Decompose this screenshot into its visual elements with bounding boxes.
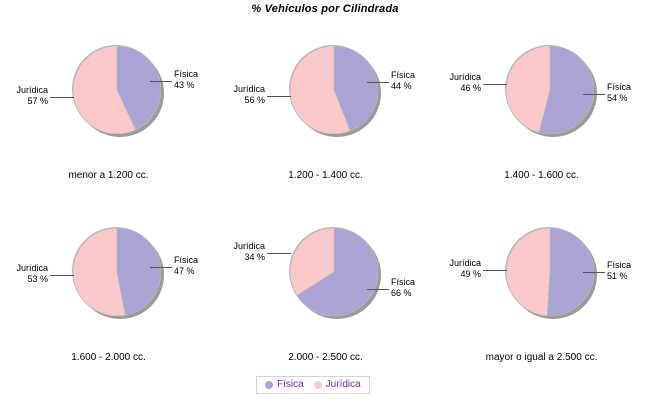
leader-line-fisica (583, 94, 605, 95)
pie-disc (72, 45, 161, 134)
pie-slice-fsica[interactable] (116, 228, 161, 316)
pie-panel: Física 54 % Jurídica 46 % 1.400 - 1.600 cc. (433, 40, 650, 215)
slice-label-fisica-name: Física (607, 260, 632, 270)
slice-label-juridica-value: 53 % (27, 274, 48, 284)
leader-line-fisica (367, 289, 389, 290)
slice-label-fisica-name: Física (391, 70, 416, 80)
pie-slice-jurdica[interactable] (506, 228, 551, 316)
pie-slice-fsica[interactable] (296, 228, 378, 316)
legend-item-jurdica[interactable]: Jurídica (313, 379, 361, 390)
pie-chart (289, 227, 381, 319)
pie-disc (72, 227, 161, 316)
pie-slices (506, 228, 594, 316)
pie-chart (505, 45, 597, 137)
slice-label-juridica: Jurídica 46 % (433, 72, 481, 94)
pie-disc (505, 45, 594, 134)
slice-label-fisica-value: 44 % (391, 81, 412, 91)
pie-chart (72, 45, 164, 137)
slice-label-juridica-value: 57 % (27, 96, 48, 106)
pie-disc (289, 227, 378, 316)
slice-label-juridica: Jurídica 57 % (0, 85, 48, 107)
slice-label-juridica: Jurídica 56 % (217, 84, 265, 106)
pie-panel: Física 51 % Jurídica 49 % mayor o igual a 2.… (433, 222, 650, 397)
pie-slice-jurdica[interactable] (290, 228, 335, 297)
legend-item-fsica[interactable]: Física (265, 379, 304, 390)
pie-disc (505, 227, 594, 316)
pie-panel: Física 47 % Jurídica 53 % 1.600 - 2.000 cc. (0, 222, 217, 397)
pie-panel: Física 66 % Jurídica 34 % 2.000 - 2.500 cc. (217, 222, 434, 397)
slice-label-fisica: Física 44 % (391, 70, 415, 92)
leader-line-fisica (367, 82, 389, 83)
slice-label-fisica-name: Física (391, 277, 416, 287)
pie-slice-fsica[interactable] (546, 228, 594, 316)
leader-line-juridica (50, 97, 74, 98)
slice-label-juridica-value: 34 % (244, 252, 265, 262)
slice-label-juridica-value: 46 % (460, 83, 481, 93)
pie-slice-jurdica[interactable] (290, 46, 351, 134)
leader-line-juridica (267, 96, 291, 97)
slice-label-juridica: Jurídica 53 % (0, 263, 48, 285)
legend-label: Física (277, 379, 304, 390)
slice-label-juridica-name: Jurídica (449, 72, 481, 82)
pie-slices (506, 46, 594, 134)
slice-label-fisica: Física 47 % (174, 255, 198, 277)
pie-caption: 1.400 - 1.600 cc. (504, 170, 579, 181)
slice-label-fisica: Física 54 % (607, 82, 631, 104)
slice-label-fisica-value: 51 % (607, 271, 628, 281)
slice-label-fisica-name: Física (174, 69, 199, 79)
pie-caption: menor a 1.200 cc. (68, 170, 149, 181)
slice-label-juridica-value: 56 % (244, 95, 265, 105)
leader-line-fisica (150, 81, 172, 82)
slice-label-fisica: Física 66 % (391, 277, 415, 299)
pie-slice-fsica[interactable] (333, 46, 378, 132)
pie-panel: Física 44 % Jurídica 56 % 1.200 - 1.400 cc. (217, 40, 434, 215)
legend-swatch-icon (313, 380, 322, 389)
pie-slice-fsica[interactable] (116, 46, 161, 131)
pie-caption: 1.600 - 2.000 cc. (71, 352, 146, 363)
pie-slice-jurdica[interactable] (73, 228, 126, 316)
slice-label-juridica-name: Jurídica (16, 263, 48, 273)
legend-label: Jurídica (325, 379, 361, 390)
pie-chart (289, 45, 381, 137)
slice-label-fisica-value: 54 % (607, 93, 628, 103)
pie-slices (290, 46, 378, 134)
slice-label-fisica-value: 47 % (174, 266, 195, 276)
pie-slices (290, 228, 378, 316)
slice-label-juridica-name: Jurídica (16, 85, 48, 95)
pie-caption: mayor o igual a 2.500 cc. (485, 352, 598, 363)
pie-slices (73, 228, 161, 316)
pie-chart (505, 227, 597, 319)
slice-label-juridica-name: Jurídica (449, 258, 481, 268)
slice-label-juridica-value: 49 % (460, 269, 481, 279)
pie-slices (73, 46, 161, 134)
slice-label-fisica-value: 43 % (174, 80, 195, 90)
slice-label-juridica-name: Jurídica (233, 241, 265, 251)
slice-label-fisica-value: 66 % (391, 288, 412, 298)
leader-line-fisica (583, 272, 605, 273)
slice-label-fisica-name: Física (174, 255, 199, 265)
slice-label-juridica: Jurídica 49 % (433, 258, 481, 280)
legend-swatch-icon (265, 380, 273, 389)
leader-line-juridica (483, 84, 507, 85)
leader-line-fisica (150, 267, 172, 268)
pie-caption: 2.000 - 2.500 cc. (288, 352, 363, 363)
chart-title: % Vehículos por Cilindrada (251, 3, 399, 15)
slice-label-fisica: Física 43 % (174, 69, 198, 91)
chart-legend: Física Jurídica (256, 376, 370, 394)
pie-disc (289, 45, 378, 134)
pie-panel: Física 43 % Jurídica 57 % menor a 1.200 cc. (0, 40, 217, 215)
pie-chart (72, 227, 164, 319)
leader-line-juridica (267, 253, 291, 254)
leader-line-juridica (483, 270, 507, 271)
leader-line-juridica (50, 275, 74, 276)
pie-slice-jurdica[interactable] (73, 46, 137, 134)
slice-label-juridica-name: Jurídica (233, 84, 265, 94)
pie-caption: 1.200 - 1.400 cc. (288, 170, 363, 181)
slice-label-fisica: Física 51 % (607, 260, 631, 282)
slice-label-juridica: Jurídica 34 % (217, 241, 265, 263)
slice-label-fisica-name: Física (607, 82, 632, 92)
pie-slice-fsica[interactable] (538, 46, 594, 134)
